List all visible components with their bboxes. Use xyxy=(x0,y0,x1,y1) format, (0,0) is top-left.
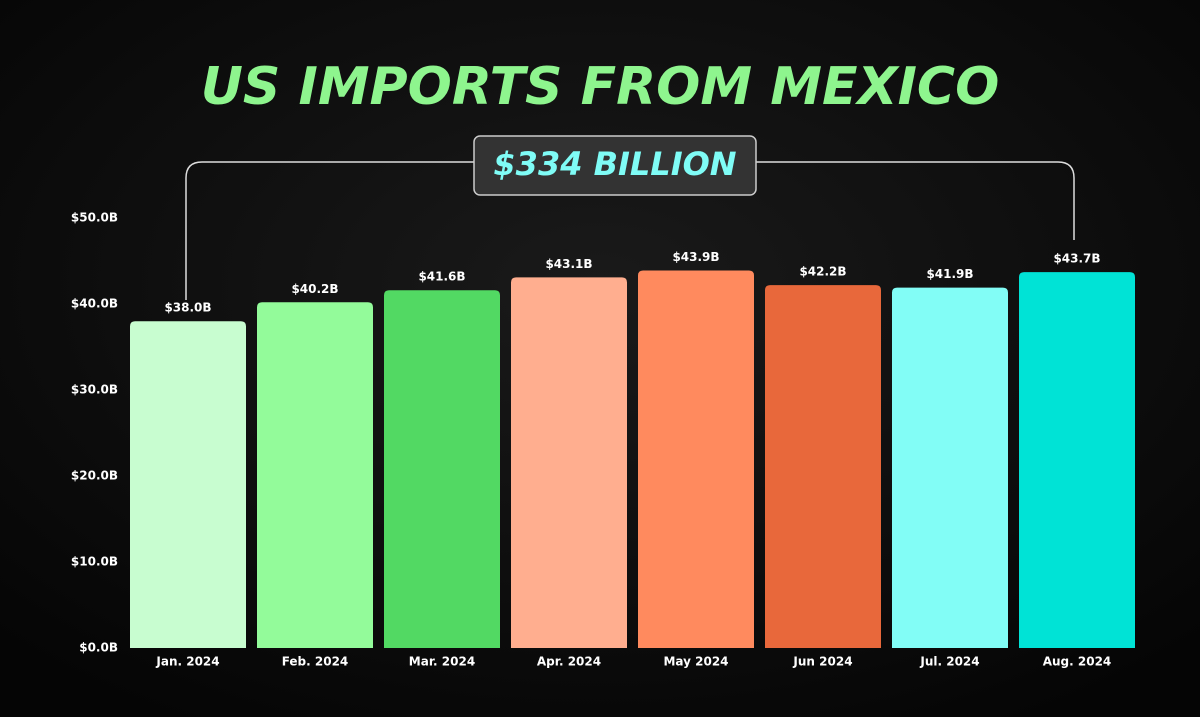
bar xyxy=(130,321,246,648)
x-tick-label: Jun 2024 xyxy=(792,655,852,669)
x-tick-label: Jan. 2024 xyxy=(155,655,219,669)
bar xyxy=(765,285,881,648)
bar xyxy=(638,270,754,648)
value-label: $43.1B xyxy=(545,257,592,271)
bar xyxy=(511,277,627,648)
bar xyxy=(1019,272,1135,648)
x-tick-label: Aug. 2024 xyxy=(1043,655,1112,669)
y-tick-label: $10.0B xyxy=(71,555,118,569)
bar xyxy=(257,302,373,648)
value-label: $38.0B xyxy=(164,301,211,315)
total-box xyxy=(473,135,757,196)
x-tick-label: Jul. 2024 xyxy=(919,655,979,669)
value-label: $42.2B xyxy=(799,265,846,279)
value-label: $43.9B xyxy=(672,250,719,264)
value-label: $41.6B xyxy=(418,270,465,284)
y-tick-label: $30.0B xyxy=(71,383,118,397)
value-label: $40.2B xyxy=(291,282,338,296)
x-tick-label: Feb. 2024 xyxy=(282,655,349,669)
y-tick-label: $50.0B xyxy=(71,211,118,225)
y-tick-label: $20.0B xyxy=(71,469,118,483)
value-label: $43.7B xyxy=(1053,252,1100,266)
bar xyxy=(892,287,1008,648)
bar xyxy=(384,290,500,648)
x-tick-label: Apr. 2024 xyxy=(537,655,601,669)
chart-title: US IMPORTS FROM MEXICO xyxy=(201,57,1000,117)
y-tick-label: $40.0B xyxy=(71,297,118,311)
total-label: $334 BILLION xyxy=(493,145,736,183)
y-tick-label: $0.0B xyxy=(79,641,118,655)
value-label: $41.9B xyxy=(926,267,973,281)
x-tick-label: May 2024 xyxy=(663,655,728,669)
x-tick-label: Mar. 2024 xyxy=(409,655,475,669)
